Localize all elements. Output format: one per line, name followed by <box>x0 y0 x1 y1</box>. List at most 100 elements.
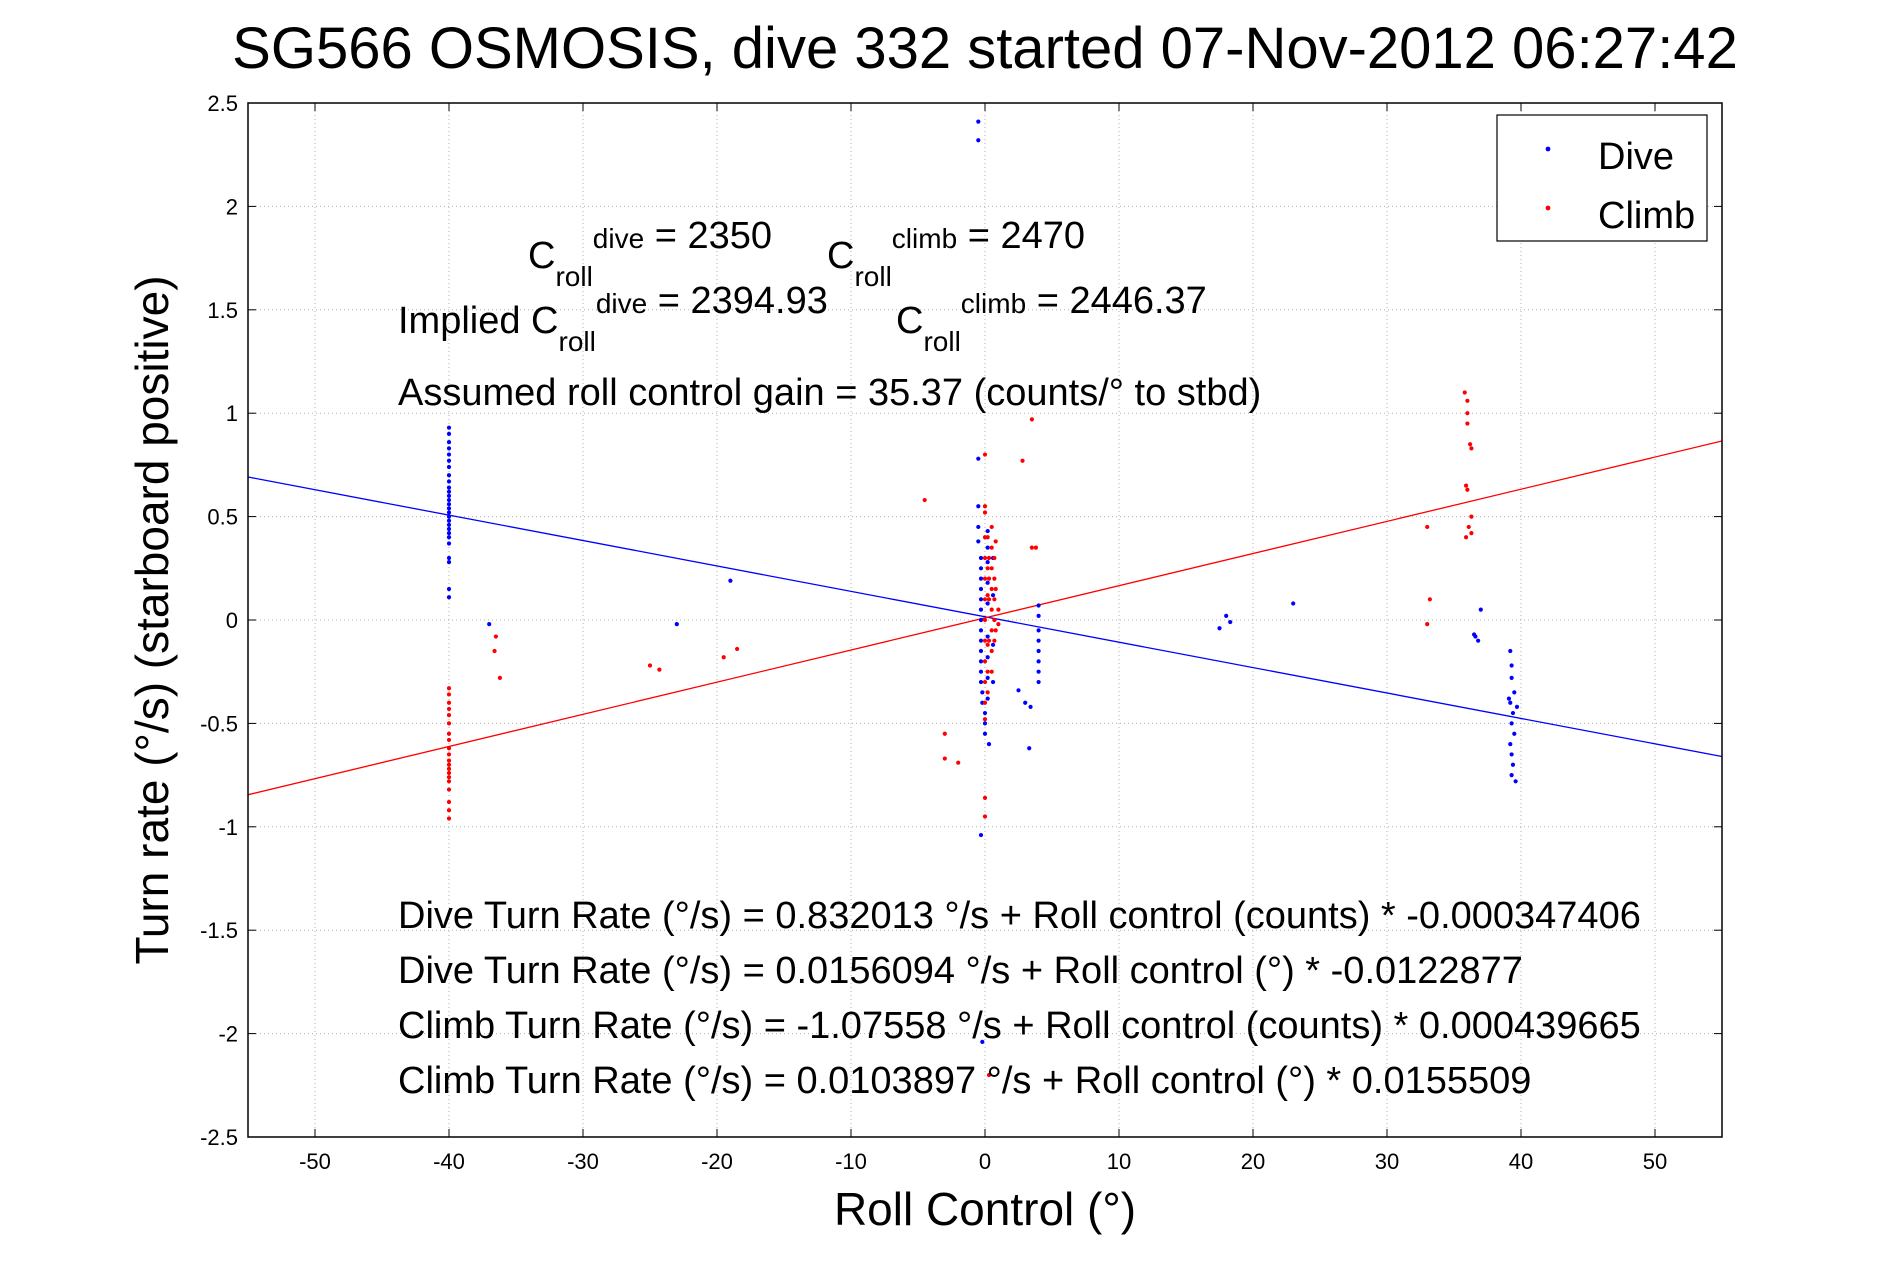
point-dive <box>976 504 981 509</box>
x-tick-label: 0 <box>979 1149 991 1174</box>
point-dive <box>446 514 452 519</box>
y-tick-label: -2.5 <box>200 1125 238 1150</box>
legend-marker-climb <box>1545 205 1551 211</box>
y-tick-label: 1 <box>226 401 238 426</box>
point-climb <box>1425 622 1430 627</box>
point-dive <box>985 559 990 565</box>
point-dive <box>978 576 984 581</box>
x-tick-label: 40 <box>1509 1149 1533 1174</box>
point-climb <box>497 675 503 681</box>
point-climb <box>721 655 726 660</box>
annotation-4: Assumed roll control gain = 35.37 (count… <box>398 372 1261 414</box>
point-climb <box>989 545 994 550</box>
point-climb <box>985 566 990 571</box>
point-climb <box>1466 524 1471 530</box>
point-dive <box>980 1039 985 1044</box>
point-climb <box>446 686 452 691</box>
x-tick-label: -10 <box>835 1149 867 1174</box>
point-climb <box>1463 535 1469 540</box>
point-dive <box>985 528 990 534</box>
point-climb <box>1029 545 1034 550</box>
point-dive <box>978 617 984 623</box>
annotation-2: Implied Crolldive = 2394.93 <box>398 280 828 357</box>
point-dive <box>446 510 452 515</box>
point-dive <box>982 731 988 736</box>
point-climb <box>989 607 994 612</box>
point-dive <box>446 473 452 478</box>
y-tick-label: 0 <box>226 608 238 633</box>
point-dive <box>978 669 984 674</box>
annotation-7: Climb Turn Rate (°/s) = -1.07558 °/s + R… <box>398 1005 1641 1047</box>
point-climb <box>446 758 452 763</box>
point-climb <box>446 770 452 776</box>
point-climb <box>942 756 947 761</box>
point-dive <box>976 456 981 461</box>
x-tick-label: 50 <box>1643 1149 1667 1174</box>
x-tick-label: -40 <box>433 1149 465 1174</box>
point-dive <box>985 675 990 681</box>
point-dive <box>1508 700 1513 705</box>
point-climb <box>1033 545 1039 550</box>
point-dive <box>978 659 984 664</box>
point-climb <box>446 700 452 705</box>
point-climb <box>992 597 997 602</box>
point-dive <box>1510 762 1516 767</box>
point-climb <box>1469 531 1474 536</box>
point-climb <box>1465 487 1470 492</box>
point-dive <box>1514 704 1520 709</box>
point-dive <box>446 522 452 527</box>
point-climb <box>986 576 992 581</box>
point-dive <box>978 832 984 838</box>
fit-line-climb <box>248 440 1722 796</box>
point-climb <box>982 555 988 561</box>
point-dive <box>446 535 452 540</box>
point-dive <box>446 559 452 565</box>
point-dive <box>985 580 990 585</box>
y-axis-label: Turn rate (°/s) (starboard positive) <box>126 275 178 964</box>
point-dive <box>980 690 985 695</box>
point-climb <box>735 646 740 652</box>
point-climb <box>1425 524 1430 530</box>
legend-label-climb: Climb <box>1598 195 1695 237</box>
point-dive <box>446 502 452 507</box>
point-climb <box>446 752 452 757</box>
point-dive <box>446 586 452 592</box>
point-climb <box>982 597 988 602</box>
point-dive <box>446 518 452 523</box>
point-dive <box>1478 607 1483 612</box>
point-climb <box>986 597 992 602</box>
point-climb <box>982 717 988 722</box>
point-dive <box>978 566 984 571</box>
point-climb <box>982 638 988 643</box>
point-dive <box>1028 704 1033 709</box>
point-dive <box>978 648 984 654</box>
annotation-3: Crollclimb = 2446.37 <box>896 280 1207 357</box>
point-dive <box>1512 731 1517 736</box>
point-climb <box>942 731 947 736</box>
point-climb <box>446 746 452 751</box>
point-climb <box>446 692 452 697</box>
point-dive <box>1036 669 1041 674</box>
point-climb <box>1469 446 1474 451</box>
point-dive <box>978 607 984 612</box>
point-dive <box>446 440 452 445</box>
point-climb <box>989 586 994 592</box>
point-dive <box>1476 638 1481 643</box>
point-dive <box>446 489 452 494</box>
point-climb <box>989 669 994 674</box>
point-dive <box>1508 648 1513 654</box>
point-dive <box>990 679 996 685</box>
point-climb <box>982 452 988 457</box>
point-dive <box>1036 659 1041 664</box>
point-climb <box>647 663 653 668</box>
point-dive <box>976 138 981 143</box>
point-dive <box>982 710 988 716</box>
point-climb <box>982 679 988 685</box>
point-dive <box>985 601 990 606</box>
point-dive <box>982 721 988 726</box>
point-dive <box>1036 638 1041 643</box>
point-climb <box>493 634 498 639</box>
point-climb <box>1465 421 1470 426</box>
point-climb <box>446 808 452 813</box>
point-climb <box>922 497 927 503</box>
